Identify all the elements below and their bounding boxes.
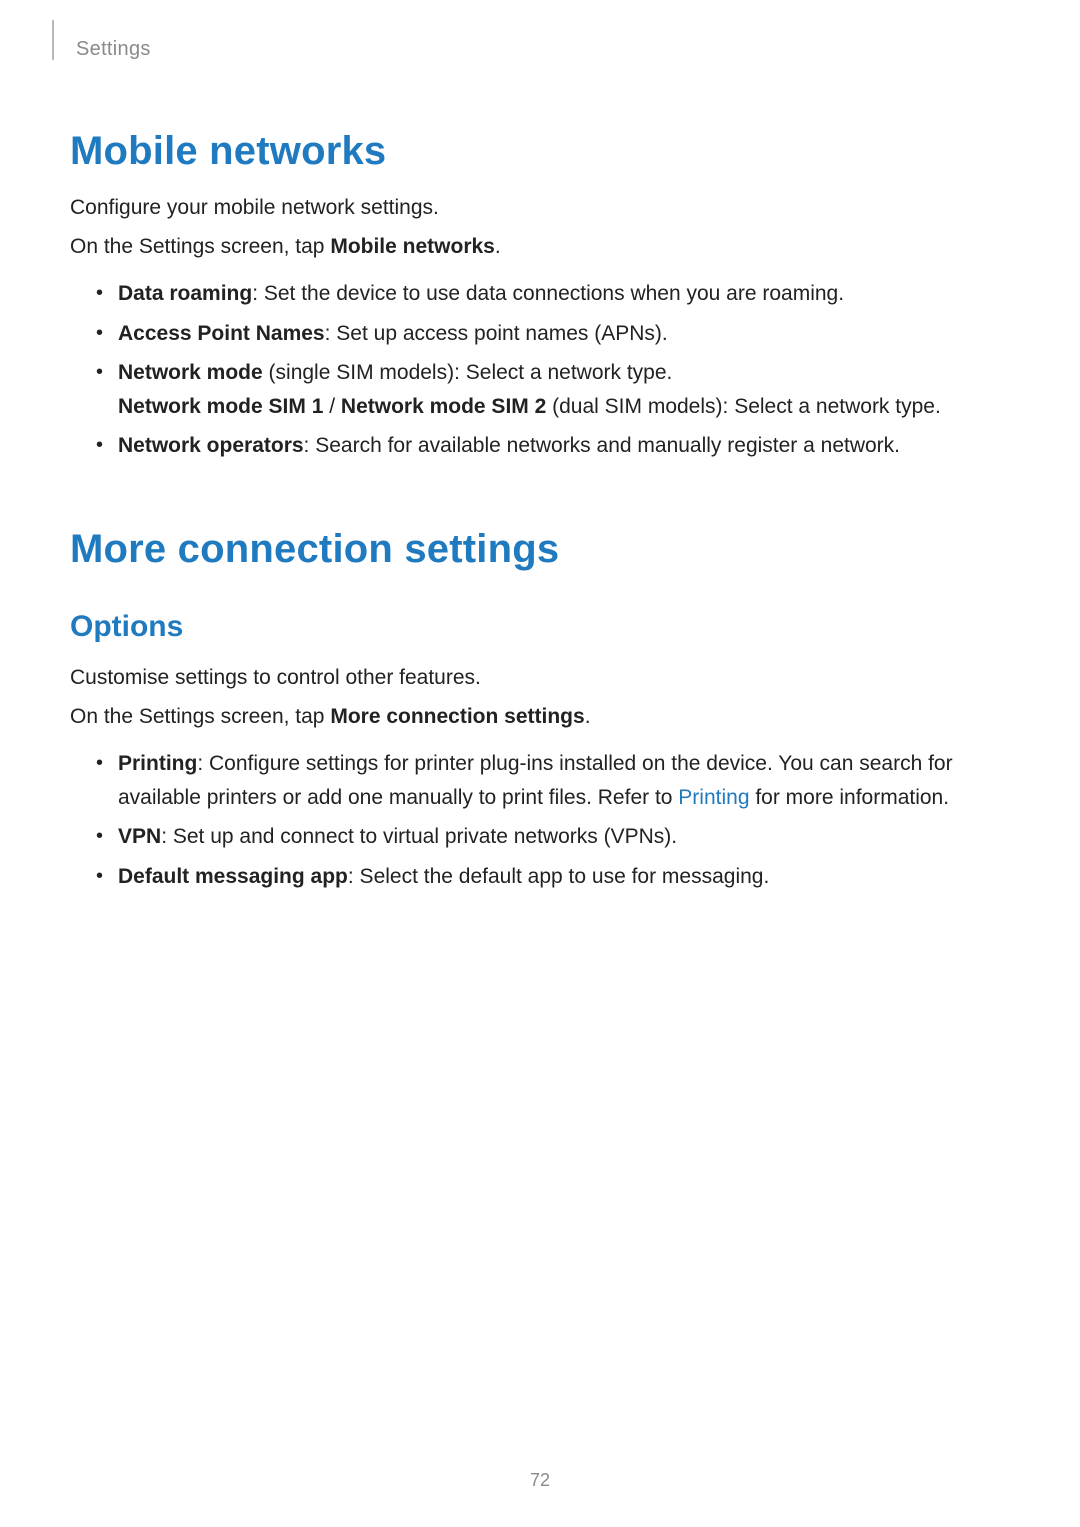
desc-vpn: : Set up and connect to virtual private … <box>161 825 677 848</box>
list-item-printing: Printing: Configure settings for printer… <box>102 747 992 814</box>
label-data-roaming: Data roaming <box>118 282 252 305</box>
text: . <box>585 705 591 728</box>
subheading-options: Options <box>70 610 992 644</box>
desc-apn: : Set up access point names (APNs). <box>325 322 668 345</box>
label-default-messaging: Default messaging app <box>118 865 348 888</box>
label-network-mode-sim1: Network mode SIM 1 <box>118 395 323 418</box>
text: On the Settings screen, tap <box>70 705 330 728</box>
more-connection-list: Printing: Configure settings for printer… <box>70 747 992 893</box>
label-vpn: VPN <box>118 825 161 848</box>
label-network-mode: Network mode <box>118 361 263 384</box>
mobile-networks-intro-2: On the Settings screen, tap Mobile netwo… <box>70 231 992 264</box>
label-network-mode-sim2: Network mode SIM 2 <box>341 395 546 418</box>
list-item-network-operators: Network operators: Search for available … <box>102 429 992 463</box>
list-item-vpn: VPN: Set up and connect to virtual priva… <box>102 820 992 854</box>
heading-more-connection: More connection settings <box>70 527 992 572</box>
text: On the Settings screen, tap <box>70 235 330 258</box>
mobile-networks-list: Data roaming: Set the device to use data… <box>70 277 992 463</box>
header-rule <box>52 20 54 60</box>
page-content: Mobile networks Configure your mobile ne… <box>70 129 992 894</box>
list-item-apn: Access Point Names: Set up access point … <box>102 317 992 351</box>
more-connection-intro-2: On the Settings screen, tap More connect… <box>70 701 992 734</box>
desc-data-roaming: : Set the device to use data connections… <box>252 282 844 305</box>
desc-printing-post: for more information. <box>750 786 950 809</box>
mobile-networks-intro-1: Configure your mobile network settings. <box>70 192 992 225</box>
bold-mobile-networks: Mobile networks <box>330 235 495 258</box>
label-apn: Access Point Names <box>118 322 325 345</box>
list-item-data-roaming: Data roaming: Set the device to use data… <box>102 277 992 311</box>
link-printing[interactable]: Printing <box>678 786 749 809</box>
bold-more-connection: More connection settings <box>330 705 584 728</box>
breadcrumb: Settings <box>76 38 1002 61</box>
desc-default-messaging: : Select the default app to use for mess… <box>348 865 769 888</box>
more-connection-intro-1: Customise settings to control other feat… <box>70 662 992 695</box>
page-number: 72 <box>0 1470 1080 1491</box>
page: Settings Mobile networks Configure your … <box>0 0 1080 1527</box>
desc-network-mode-single: (single SIM models): Select a network ty… <box>263 361 673 384</box>
label-printing: Printing <box>118 752 197 775</box>
text: . <box>495 235 501 258</box>
separator: / <box>323 395 341 418</box>
list-item-network-mode: Network mode (single SIM models): Select… <box>102 356 992 423</box>
heading-mobile-networks: Mobile networks <box>70 129 992 174</box>
label-network-operators: Network operators <box>118 434 304 457</box>
list-item-default-messaging: Default messaging app: Select the defaul… <box>102 860 992 894</box>
desc-network-mode-dual: (dual SIM models): Select a network type… <box>546 395 941 418</box>
desc-network-operators: : Search for available networks and manu… <box>304 434 900 457</box>
